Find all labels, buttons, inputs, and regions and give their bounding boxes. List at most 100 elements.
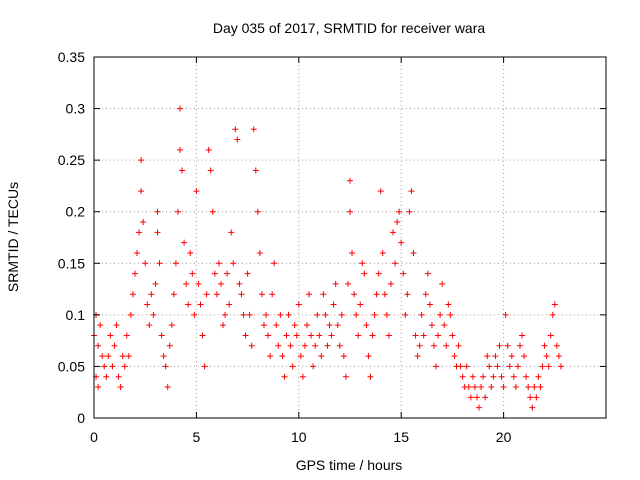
data-point (506, 363, 513, 370)
data-point (168, 322, 175, 329)
data-point (543, 353, 550, 360)
data-point (545, 363, 552, 370)
data-point (158, 332, 165, 339)
data-point (138, 157, 145, 164)
data-point (492, 353, 499, 360)
data-point (359, 260, 366, 267)
data-point (232, 126, 239, 133)
data-point (273, 322, 280, 329)
data-point (480, 373, 487, 380)
data-point (197, 301, 204, 308)
data-point (369, 332, 376, 339)
data-point (500, 384, 507, 391)
data-point (404, 291, 411, 298)
data-point (263, 311, 270, 318)
data-point (189, 270, 196, 277)
data-point (301, 342, 308, 349)
data-point (170, 291, 177, 298)
data-point (484, 353, 491, 360)
data-point (414, 353, 421, 360)
data-point (555, 353, 562, 360)
data-point (134, 249, 141, 256)
data-point (160, 353, 167, 360)
data-point (207, 167, 214, 174)
data-point (279, 353, 286, 360)
data-point (512, 384, 519, 391)
y-axis-label: SRMTID / TECUs (5, 182, 21, 292)
data-point (519, 332, 526, 339)
data-point (260, 322, 267, 329)
data-point (463, 363, 470, 370)
data-point (408, 188, 415, 195)
data-point (353, 311, 360, 318)
data-point (119, 353, 126, 360)
data-point (244, 270, 251, 277)
data-point (437, 311, 444, 318)
plot-frame (93, 56, 607, 419)
data-point (541, 342, 548, 349)
data-point (525, 384, 532, 391)
data-point (275, 342, 282, 349)
data-point (299, 373, 306, 380)
data-point (338, 311, 345, 318)
data-point (478, 384, 485, 391)
data-point (306, 291, 313, 298)
data-point (177, 146, 184, 153)
data-point (246, 311, 253, 318)
data-point (435, 332, 442, 339)
data-point (111, 342, 118, 349)
data-point (514, 363, 521, 370)
data-point (95, 342, 102, 349)
data-point (443, 342, 450, 349)
data-point (131, 270, 138, 277)
x-tick-label: 15 (393, 429, 409, 445)
data-point (398, 239, 405, 246)
data-point (336, 342, 343, 349)
data-point (312, 342, 319, 349)
data-point (418, 311, 425, 318)
data-point (166, 342, 173, 349)
data-point (521, 353, 528, 360)
data-point (179, 167, 186, 174)
x-tick-label: 20 (496, 429, 512, 445)
data-point (482, 394, 489, 401)
data-point (531, 384, 538, 391)
data-point (240, 311, 247, 318)
data-point (152, 280, 159, 287)
data-point (379, 249, 386, 256)
data-point (164, 384, 171, 391)
data-point (129, 291, 136, 298)
data-point (291, 322, 298, 329)
data-point (334, 322, 341, 329)
data-point (328, 332, 335, 339)
data-point (228, 229, 235, 236)
data-point (191, 311, 198, 318)
data-point (324, 342, 331, 349)
data-point (238, 291, 245, 298)
data-point (101, 363, 108, 370)
data-point (330, 301, 337, 308)
data-point (187, 249, 194, 256)
data-point (154, 208, 161, 215)
data-point (230, 260, 237, 267)
data-point (469, 373, 476, 380)
y-tick-label: 0.35 (58, 49, 85, 65)
data-point (371, 311, 378, 318)
data-point (95, 384, 102, 391)
data-point (97, 322, 104, 329)
data-point (213, 291, 220, 298)
data-points (91, 105, 564, 411)
data-point (117, 384, 124, 391)
data-point (486, 363, 493, 370)
data-point (539, 363, 546, 370)
data-point (281, 373, 288, 380)
data-point (385, 332, 392, 339)
data-point (516, 342, 523, 349)
data-point (265, 332, 272, 339)
data-point (289, 363, 296, 370)
data-point (181, 239, 188, 246)
data-point (316, 332, 323, 339)
data-point (217, 280, 224, 287)
y-tick-label: 0.3 (66, 101, 86, 117)
data-point (551, 301, 558, 308)
